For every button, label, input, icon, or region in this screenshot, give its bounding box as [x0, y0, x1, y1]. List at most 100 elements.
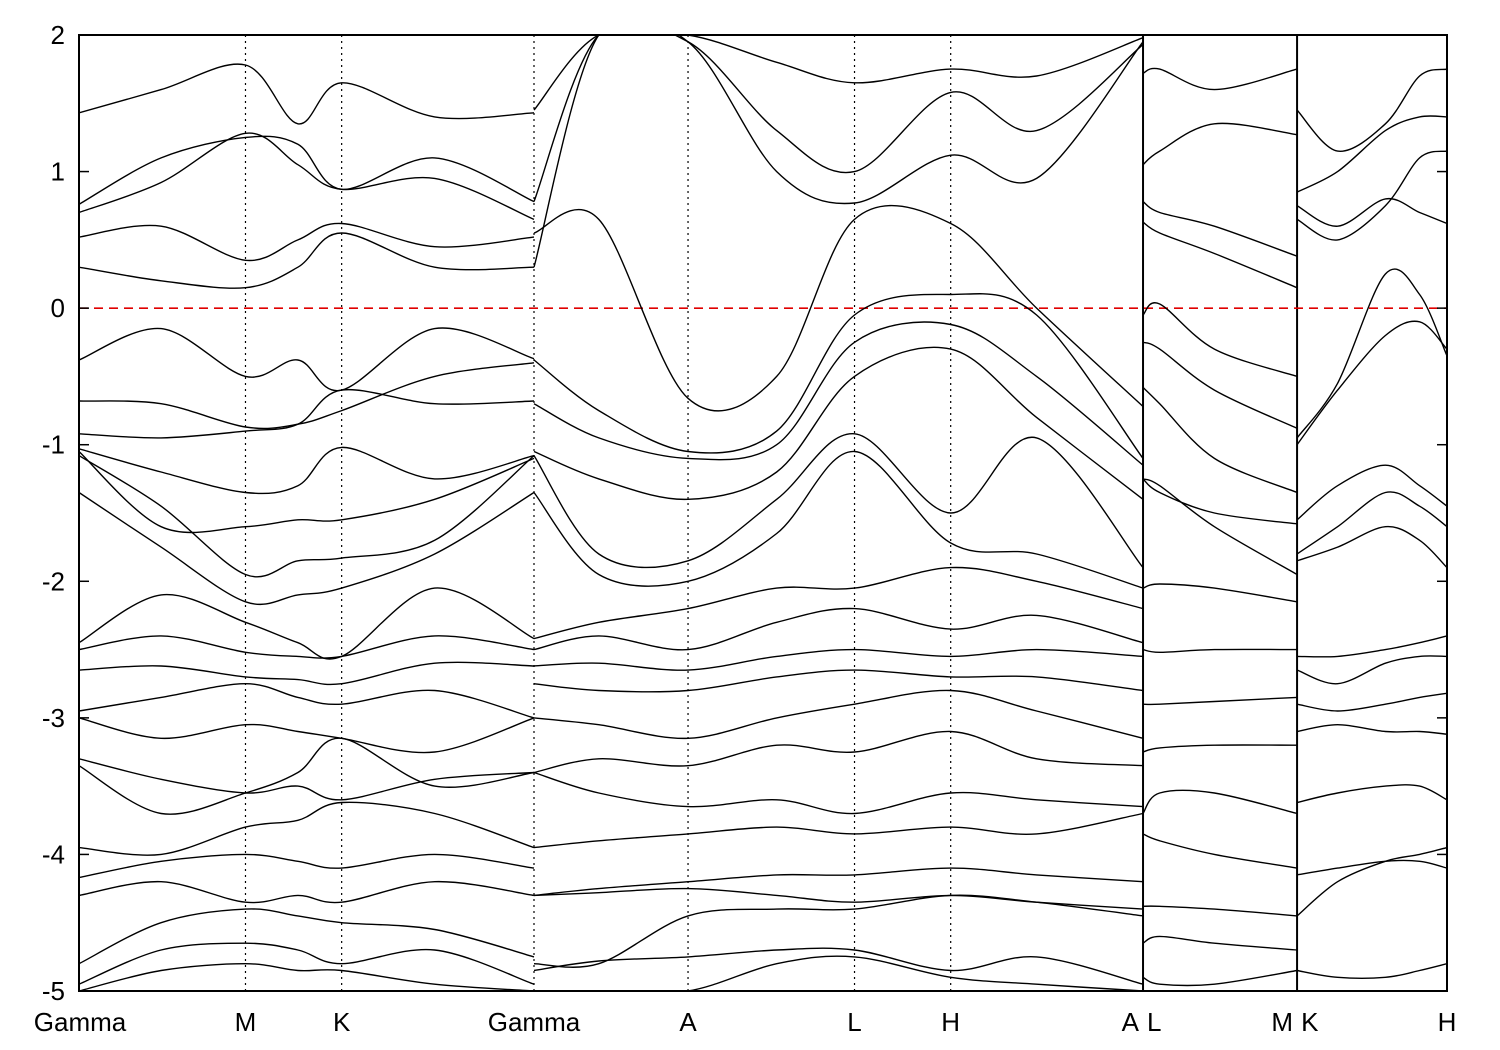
band-line [533, 812, 1144, 849]
band-line [79, 388, 535, 439]
x-tick-label: K [333, 1007, 351, 1037]
band-line [1142, 341, 1298, 429]
band-line [533, 648, 1144, 671]
kpoint-grid-lines [244, 35, 1299, 991]
band-line [1296, 723, 1447, 735]
band-line [1296, 784, 1447, 804]
band-line [79, 908, 535, 965]
band-line [533, 730, 1144, 774]
band-line [1296, 491, 1447, 555]
band-line [1142, 583, 1298, 603]
y-tick-label: -2 [42, 566, 65, 596]
band-line [1142, 201, 1298, 257]
band-line [79, 446, 535, 495]
band-line [1296, 464, 1447, 521]
y-tick-label: 1 [51, 157, 65, 187]
band-line [79, 327, 535, 392]
band-line [1142, 905, 1298, 917]
band-line [533, 955, 1144, 991]
band-line [79, 661, 535, 686]
band-line [1296, 150, 1447, 241]
y-tick-label: 2 [51, 20, 65, 50]
band-line [1142, 221, 1298, 289]
band-line [79, 737, 535, 815]
band-line [533, 433, 1144, 569]
y-tick-label: -1 [42, 430, 65, 460]
band-line [533, 450, 1144, 589]
band-line [79, 491, 535, 606]
x-tick-label: H [1438, 1007, 1457, 1037]
x-tick-label: M [235, 1007, 257, 1037]
band-line [1142, 386, 1298, 494]
band-line [1142, 789, 1298, 815]
x-tick-label: A [679, 1007, 697, 1037]
band-line [79, 962, 535, 991]
plot-border [78, 34, 1448, 992]
band-line [79, 635, 535, 659]
y-axis-ticks: 2 1 0 -1 -2 -3 -4 -5 [42, 20, 1447, 1006]
band-line [1296, 320, 1447, 446]
band-line [79, 758, 535, 801]
band-line [1142, 696, 1298, 706]
band-line [1296, 115, 1447, 193]
band-line [1296, 655, 1447, 685]
y-tick-label: -5 [42, 976, 65, 1006]
band-line [533, 35, 1144, 111]
band-line [1142, 122, 1298, 166]
y-tick-label: -4 [42, 839, 65, 869]
band-line [1142, 969, 1298, 987]
band-line [79, 63, 535, 125]
band-line [79, 450, 535, 534]
band-line [533, 35, 1144, 202]
band-line [533, 204, 1144, 412]
band-line [79, 455, 535, 578]
band-line [533, 566, 1144, 640]
band-line [79, 717, 535, 754]
x-tick-label: Gamma [488, 1007, 581, 1037]
band-line [533, 689, 1144, 740]
x-tick-label: M [1271, 1007, 1293, 1037]
band-line [1142, 478, 1298, 576]
band-line [79, 132, 535, 221]
band-line [533, 947, 1144, 985]
band-line [1296, 859, 1447, 876]
band-line [79, 232, 535, 289]
x-axis-ticks: Gamma M K Gamma A L H A L M K H [34, 1007, 1457, 1037]
band-line [1142, 744, 1298, 753]
band-line [1297, 635, 1447, 658]
band-line [533, 894, 1144, 968]
band-line [533, 293, 1144, 459]
band-line [1142, 67, 1298, 91]
x-tick-label: Gamma [34, 1007, 127, 1037]
band-line [1296, 268, 1447, 439]
band-line [79, 682, 535, 719]
band-line [1296, 692, 1447, 712]
band-line [79, 880, 535, 904]
x-tick-label: K [1301, 1007, 1319, 1037]
x-tick-label: H [941, 1007, 960, 1037]
band-line [79, 801, 535, 856]
band-line [533, 867, 1144, 897]
band-line [1142, 833, 1298, 869]
band-line [1296, 963, 1447, 979]
band-line [533, 771, 1144, 815]
bands [79, 35, 1447, 991]
band-line [79, 853, 535, 879]
band-line [1142, 648, 1298, 654]
band-line [79, 587, 535, 660]
x-tick-label: L [1147, 1007, 1161, 1037]
band-line [1296, 68, 1447, 152]
band-line [533, 669, 1144, 693]
band-line [1142, 478, 1298, 525]
y-tick-label: 0 [51, 293, 65, 323]
y-tick-label: -3 [42, 703, 65, 733]
band-line [533, 346, 1144, 501]
band-line [79, 942, 535, 985]
plot-frame [78, 34, 1448, 992]
band-line [79, 135, 535, 205]
band-line [1296, 197, 1447, 227]
band-line [1296, 525, 1447, 569]
band-line [79, 222, 535, 262]
